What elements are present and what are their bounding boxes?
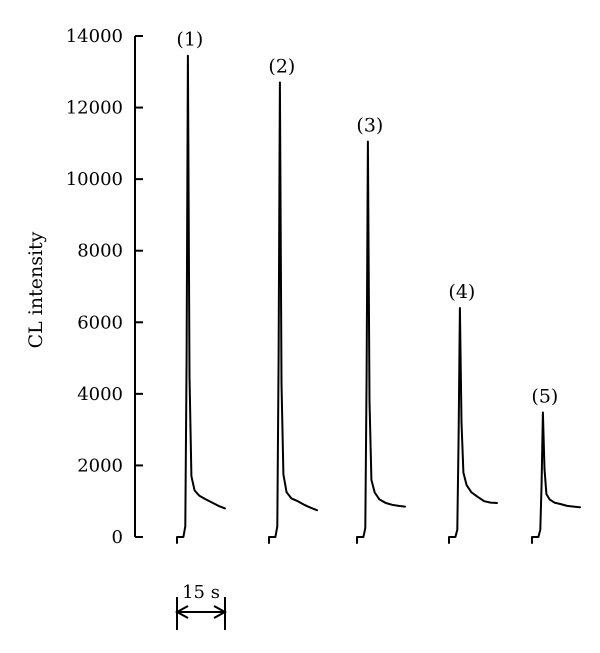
axis-layer: 0 2000 4000 6000 8000 10000 12000 14000 <box>66 26 143 548</box>
y-tick-label: 8000 <box>77 241 123 262</box>
scale-bar-left-arrow <box>174 605 189 619</box>
y-tick-label: 6000 <box>77 312 123 333</box>
peak-label-4: (4) <box>448 281 475 303</box>
peak-label-5: (5) <box>531 385 558 407</box>
peak-label-2: (2) <box>268 56 295 78</box>
y-tick-label: 10000 <box>66 169 123 190</box>
time-scale-bar: 15 s <box>174 582 228 630</box>
y-axis-label: CL intensity <box>25 231 47 348</box>
y-tick-label: 14000 <box>66 26 123 47</box>
series-trace-2 <box>268 81 318 544</box>
trace-layer <box>176 54 581 544</box>
y-tick-label: 2000 <box>77 455 123 476</box>
series-trace-5 <box>531 411 581 544</box>
y-tick-label: 0 <box>112 527 123 548</box>
peak-label-3: (3) <box>356 115 383 137</box>
y-tick-label: 4000 <box>77 384 123 405</box>
series-trace-3 <box>356 140 406 544</box>
peak-label-1: (1) <box>176 29 203 51</box>
label-layer: (1) (2) (3) (4) (5) <box>176 29 558 408</box>
series-trace-1 <box>176 54 226 544</box>
scale-bar-right-arrow <box>213 605 228 619</box>
y-tick-label: 12000 <box>66 98 123 119</box>
scale-bar-label: 15 s <box>182 582 220 603</box>
series-trace-4 <box>448 307 498 544</box>
